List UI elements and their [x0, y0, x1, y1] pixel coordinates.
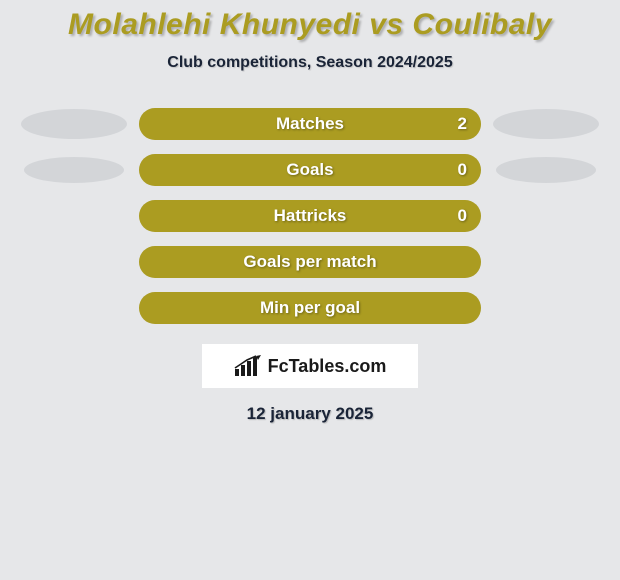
left-side	[9, 157, 139, 183]
subtitle: Club competitions, Season 2024/2025	[0, 54, 620, 72]
logo-bars-icon	[234, 355, 262, 377]
stat-bar: Goals per match	[139, 246, 481, 278]
player1-placeholder-ellipse	[24, 157, 124, 183]
stat-value-right: 0	[458, 160, 467, 180]
comparison-card: Molahlehi Khunyedi vs Coulibaly Club com…	[0, 0, 620, 580]
stat-row: Goals0	[0, 154, 620, 186]
stat-row: Min per goal	[0, 292, 620, 324]
stats-container: Matches2Goals0Hattricks0Goals per matchM…	[0, 108, 620, 324]
stat-bar: Min per goal	[139, 292, 481, 324]
player2-placeholder-ellipse	[493, 109, 599, 139]
generated-date: 12 january 2025	[0, 404, 620, 424]
stat-bar: Matches2	[139, 108, 481, 140]
player1-placeholder-ellipse	[21, 109, 127, 139]
player2-placeholder-ellipse	[496, 157, 596, 183]
stat-bar: Hattricks0	[139, 200, 481, 232]
stat-row: Matches2	[0, 108, 620, 140]
stat-label: Min per goal	[139, 298, 481, 318]
stat-label: Goals	[139, 160, 481, 180]
stat-value-right: 0	[458, 206, 467, 226]
fctables-logo: FcTables.com	[202, 344, 418, 388]
stat-label: Hattricks	[139, 206, 481, 226]
stat-value-right: 2	[458, 114, 467, 134]
right-side	[481, 157, 611, 183]
logo-text: FcTables.com	[268, 356, 387, 377]
stat-bar: Goals0	[139, 154, 481, 186]
stat-row: Hattricks0	[0, 200, 620, 232]
stat-label: Matches	[139, 114, 481, 134]
stat-row: Goals per match	[0, 246, 620, 278]
stat-label: Goals per match	[139, 252, 481, 272]
page-title: Molahlehi Khunyedi vs Coulibaly	[0, 2, 620, 42]
right-side	[481, 109, 611, 139]
left-side	[9, 109, 139, 139]
